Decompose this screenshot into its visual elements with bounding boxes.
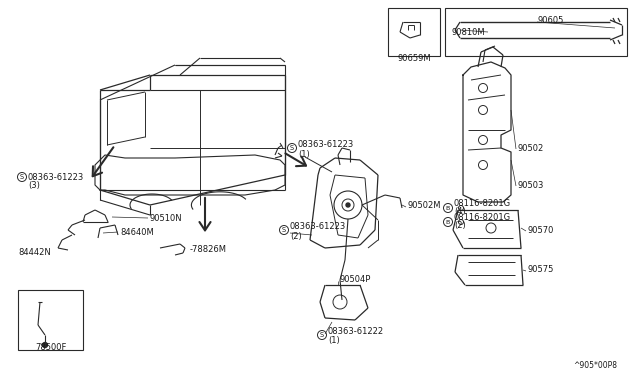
Text: (3): (3) [28, 180, 40, 189]
Text: 08363-61222: 08363-61222 [328, 327, 384, 336]
Text: (4): (4) [454, 206, 466, 215]
Text: 90504P: 90504P [340, 276, 371, 285]
Text: (1): (1) [298, 150, 310, 158]
Text: (1): (1) [328, 337, 340, 346]
Bar [388, 8, 440, 56]
Text: 08363-61223: 08363-61223 [298, 140, 355, 148]
Text: -78826M: -78826M [190, 244, 227, 253]
Text: 90503: 90503 [517, 180, 543, 189]
Text: 90810M: 90810M [452, 28, 486, 36]
Text: S: S [20, 174, 24, 180]
Text: 90659M: 90659M [398, 54, 431, 62]
Text: 08116-8201G: 08116-8201G [454, 199, 511, 208]
Text: S: S [320, 332, 324, 338]
Text: (2): (2) [454, 221, 466, 230]
Text: B: B [446, 205, 450, 211]
Text: 90575: 90575 [527, 266, 554, 275]
Text: B: B [446, 219, 450, 224]
Circle shape [42, 343, 47, 347]
Text: 78500F: 78500F [35, 343, 67, 353]
Text: (2): (2) [290, 231, 301, 241]
Text: 90570: 90570 [527, 225, 554, 234]
Bar [18, 290, 83, 350]
Text: 90502M: 90502M [407, 201, 440, 209]
Text: 08363-61223: 08363-61223 [290, 221, 346, 231]
Circle shape [346, 203, 350, 207]
Text: 90510N: 90510N [150, 214, 182, 222]
Text: ^905*00P8: ^905*00P8 [573, 360, 617, 369]
Text: S: S [290, 145, 294, 151]
Text: 08116-8201G: 08116-8201G [454, 212, 511, 221]
Text: 84640M: 84640M [120, 228, 154, 237]
Text: 08363-61223: 08363-61223 [28, 173, 84, 182]
Text: 90605: 90605 [538, 16, 564, 25]
Text: 90502: 90502 [517, 144, 543, 153]
Bar [445, 8, 627, 56]
Text: S: S [282, 227, 286, 233]
Text: 84442N: 84442N [18, 247, 51, 257]
